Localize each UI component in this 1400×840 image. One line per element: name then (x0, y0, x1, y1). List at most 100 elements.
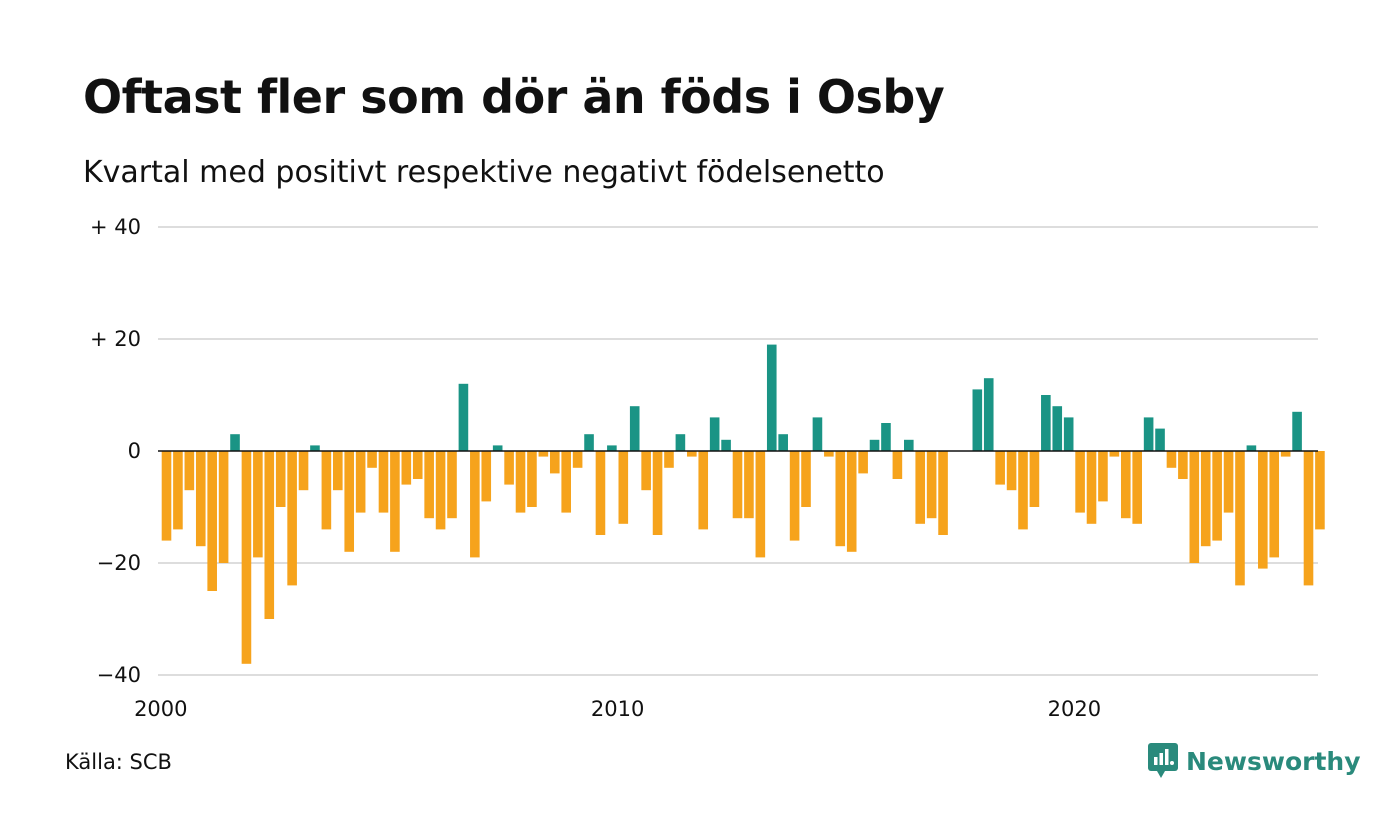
bar-positive (1155, 428, 1165, 451)
bar-negative (755, 451, 766, 558)
bar-negative (1200, 451, 1211, 547)
y-tick-label: −20 (97, 551, 141, 575)
bar-negative (504, 451, 514, 485)
bar-positive (721, 439, 731, 451)
gridlines (158, 226, 1318, 676)
bar-negative (1166, 451, 1177, 468)
bar-negative (801, 451, 811, 507)
bar-negative (926, 451, 937, 519)
bar-negative (1235, 451, 1245, 586)
bar-negative (1018, 451, 1028, 530)
bar-negative (390, 451, 400, 552)
bar-negative (253, 451, 263, 558)
bar-negative (515, 451, 526, 513)
bar-negative (1223, 451, 1234, 513)
y-tick-label: + 20 (90, 327, 141, 351)
x-axis-ticks: 2000 2010 2020 (134, 697, 1101, 721)
brand-name: Newsworthy (1186, 746, 1361, 776)
bar-negative (378, 451, 389, 513)
bars (161, 344, 1325, 664)
y-axis-ticks: + 40 + 20 0 −20 −40 (90, 215, 141, 687)
x-tick-label: 2010 (591, 697, 644, 721)
bar-negative (1098, 451, 1108, 502)
bar-negative (470, 451, 480, 558)
bar-negative (207, 451, 217, 591)
bar-positive (230, 434, 240, 451)
bar-positive (983, 378, 994, 451)
bar-positive (607, 445, 617, 451)
bar-negative (173, 451, 183, 530)
bar-negative (698, 451, 709, 530)
bar-negative (412, 451, 423, 479)
bar-negative (732, 451, 743, 519)
bar-negative (447, 451, 457, 519)
bar-negative (1315, 451, 1325, 530)
bar-negative (367, 451, 377, 468)
bar-negative (618, 451, 629, 524)
bar-negative (687, 451, 697, 457)
bar-negative (241, 451, 252, 664)
bar-negative (595, 451, 606, 535)
bar-negative (846, 451, 857, 552)
bar-negative (835, 451, 846, 547)
chart-subtitle: Kvartal med positivt respektive negativt… (83, 155, 885, 190)
bar-positive (1246, 445, 1257, 451)
bar-positive (1063, 417, 1074, 451)
bar-negative (1280, 451, 1291, 457)
bar-negative (1029, 451, 1040, 507)
bar-negative (1212, 451, 1222, 541)
bar-negative (824, 451, 834, 457)
bar-negative (333, 451, 343, 491)
bar-negative (287, 451, 297, 586)
bar-negative (938, 451, 948, 535)
bar-negative (184, 451, 195, 491)
bar-positive (972, 389, 983, 451)
bar-positive (812, 417, 823, 451)
brand-logo: Newsworthy (1148, 743, 1361, 779)
bar-negative (161, 451, 172, 541)
bar-negative (1269, 451, 1280, 558)
bar-negative (1086, 451, 1097, 524)
bar-negative (275, 451, 286, 507)
x-tick-label: 2020 (1048, 697, 1101, 721)
bar-negative (1132, 451, 1142, 524)
bar-negative (538, 451, 549, 457)
bar-negative (744, 451, 754, 519)
bar-negative (1258, 451, 1268, 569)
bar-positive (1292, 411, 1302, 451)
bar-positive (709, 417, 720, 451)
bar-positive (778, 434, 788, 451)
bar-positive (766, 344, 777, 451)
bar-negative (549, 451, 560, 474)
bar-positive (1143, 417, 1154, 451)
bar-negative (789, 451, 800, 541)
source-label: Källa: SCB (65, 750, 172, 774)
bar-negative (572, 451, 583, 468)
bar-negative (1303, 451, 1314, 586)
bar-negative (218, 451, 229, 563)
bar-negative (527, 451, 537, 507)
bar-negative (321, 451, 332, 530)
bar-negative (401, 451, 412, 485)
bar-negative (995, 451, 1005, 485)
bar-negative (652, 451, 663, 535)
bar-negative (1006, 451, 1017, 491)
chart-title: Oftast fler som dör än föds i Osby (83, 70, 945, 124)
bar-positive (1052, 406, 1063, 451)
y-tick-label: −40 (97, 663, 141, 687)
bar-positive (904, 439, 914, 451)
bar-positive (492, 445, 503, 451)
bar-negative (424, 451, 434, 519)
bar-negative (355, 451, 366, 513)
y-tick-label: + 40 (90, 215, 141, 239)
bar-negative (1178, 451, 1188, 479)
bar-negative (1120, 451, 1131, 519)
bar-negative (664, 451, 674, 468)
bar-negative (1075, 451, 1085, 513)
bar-negative (1189, 451, 1200, 563)
bar-positive (310, 445, 320, 451)
bar-positive (584, 434, 594, 451)
bar-positive (675, 434, 686, 451)
bar-positive (869, 439, 880, 451)
